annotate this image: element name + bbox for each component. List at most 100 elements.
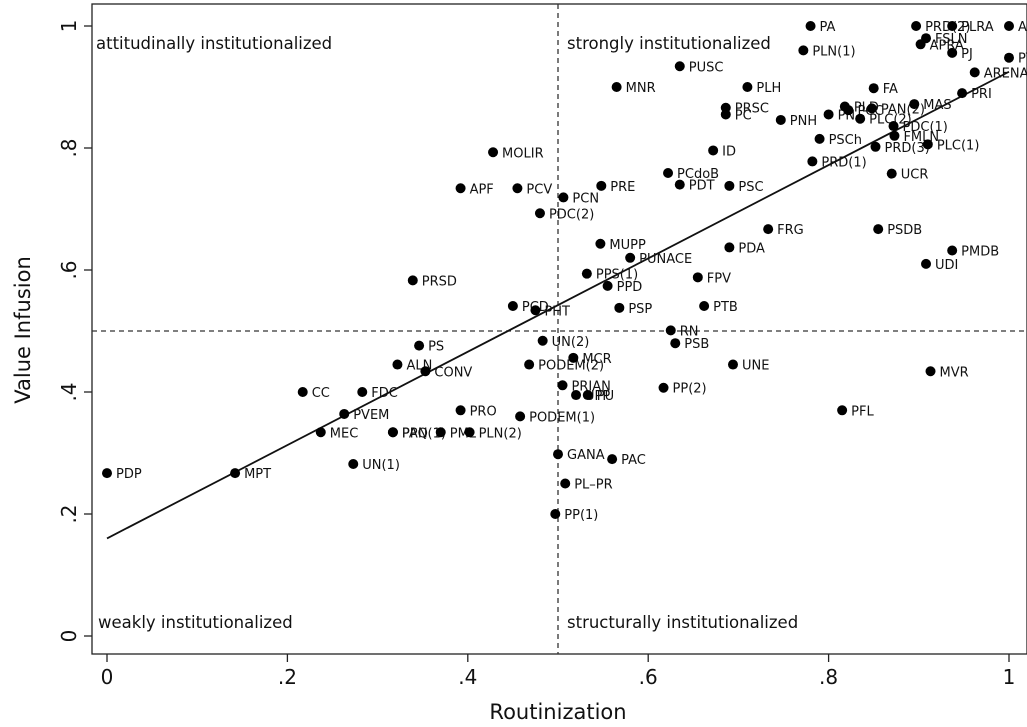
data-point: ID <box>708 144 736 159</box>
x-tick-label: .8 <box>819 665 838 689</box>
y-tick-label: 1 <box>57 20 81 33</box>
point-marker <box>708 145 719 156</box>
point-marker <box>348 458 359 469</box>
point-marker <box>837 405 848 416</box>
data-point: PDC(1) <box>888 120 948 135</box>
point-marker <box>921 258 932 269</box>
point-label: FA <box>883 82 898 97</box>
point-label: PRD(1) <box>821 155 866 170</box>
point-label: PA <box>820 20 836 35</box>
data-point: ANR <box>1004 20 1027 35</box>
data-point: APF <box>455 182 494 197</box>
data-point: PPS(1) <box>581 268 638 283</box>
data-point: PLC(1) <box>922 138 980 153</box>
point-marker <box>607 454 618 465</box>
point-label: MNR <box>626 81 656 96</box>
data-point: UDI <box>921 258 958 273</box>
data-point: PT <box>1004 52 1027 67</box>
data-point: PSCh <box>814 133 862 148</box>
point-marker <box>557 380 568 391</box>
point-label: PJ <box>961 47 973 62</box>
point-label: PT <box>1018 52 1027 67</box>
point-marker <box>230 468 241 479</box>
point-label: MUPP <box>609 238 646 253</box>
point-marker <box>814 133 825 144</box>
point-marker <box>889 130 900 141</box>
data-point: FRG <box>763 223 804 238</box>
point-marker <box>357 387 368 397</box>
point-label: ANR <box>1018 20 1027 35</box>
data-point: PRD(3) <box>870 141 930 156</box>
point-label: CC <box>312 386 330 401</box>
data-point: PMDB <box>947 244 999 259</box>
data-point: UN(2) <box>537 335 589 350</box>
point-label: PUNACE <box>639 252 692 267</box>
x-tick-label: .2 <box>278 665 297 689</box>
point-label: PRIAN <box>572 379 611 394</box>
point-label: PP(2) <box>673 382 707 397</box>
point-label: UCR <box>901 168 929 183</box>
quadrant-labels: attitudinally institutionalized strongly… <box>96 34 798 632</box>
regression-line <box>106 70 1010 540</box>
data-point: PP(2) <box>658 382 707 397</box>
data-point: MCR <box>568 352 612 367</box>
point-label: PSB <box>684 337 709 352</box>
point-label: PLN(1) <box>812 44 855 59</box>
point-marker <box>582 390 593 401</box>
point-marker <box>947 21 958 31</box>
data-point: PDC(2) <box>534 207 594 222</box>
data-point: PUNACE <box>625 252 692 267</box>
data-point: PL–PR <box>560 478 613 493</box>
point-label: PLN(2) <box>479 426 522 441</box>
point-label: MAS <box>923 98 951 113</box>
point-marker <box>611 82 622 92</box>
point-marker <box>507 300 518 311</box>
point-marker <box>560 478 571 489</box>
point-marker <box>969 67 980 78</box>
point-label: UDI <box>935 258 958 273</box>
data-point: UCR <box>886 168 929 183</box>
point-label: PLC(1) <box>937 138 980 153</box>
data-point: MPT <box>230 467 271 482</box>
point-label: MVR <box>940 365 969 380</box>
data-point: PSDB <box>873 223 922 238</box>
quadrant-label-top-right: strongly institutionalized <box>567 34 771 53</box>
data-point: MUPP <box>595 238 646 253</box>
point-label: PLRA <box>961 20 994 35</box>
point-marker <box>571 390 582 401</box>
point-label: PODEM(1) <box>529 410 595 425</box>
point-marker <box>665 325 676 336</box>
point-marker <box>674 61 685 72</box>
point-marker <box>596 180 607 191</box>
data-point: PDP <box>102 467 142 482</box>
point-marker <box>595 238 606 249</box>
data-point: MOLIR <box>488 146 544 161</box>
point-marker <box>724 242 735 253</box>
point-marker <box>625 252 636 263</box>
point-marker <box>855 113 866 124</box>
point-marker <box>297 387 308 397</box>
point-label: PRO <box>470 404 497 419</box>
point-marker <box>805 21 816 31</box>
reference-lines <box>92 4 1027 654</box>
point-marker <box>663 168 674 179</box>
data-point: PRSD <box>407 274 457 289</box>
point-label: PRD(3) <box>885 141 930 156</box>
point-label: ARENA <box>984 66 1027 81</box>
quadrant-label-bottom-right: structurally institutionalized <box>567 613 798 632</box>
point-label: PRSC <box>735 102 769 117</box>
data-point: PLN(2) <box>464 426 522 441</box>
data-point: FPV <box>692 271 731 286</box>
point-label: MPT <box>244 467 271 482</box>
x-tick-label: .6 <box>639 665 658 689</box>
point-label: RN <box>680 324 699 339</box>
point-marker <box>866 103 877 114</box>
point-marker <box>727 359 738 370</box>
data-point: PLC(2) <box>855 113 912 128</box>
point-label: PNH <box>790 114 817 129</box>
point-marker <box>455 183 466 194</box>
data-point: PFL <box>837 404 874 419</box>
point-label: FSLN <box>935 32 967 47</box>
data-point: PA <box>805 20 836 35</box>
point-marker <box>888 121 899 132</box>
